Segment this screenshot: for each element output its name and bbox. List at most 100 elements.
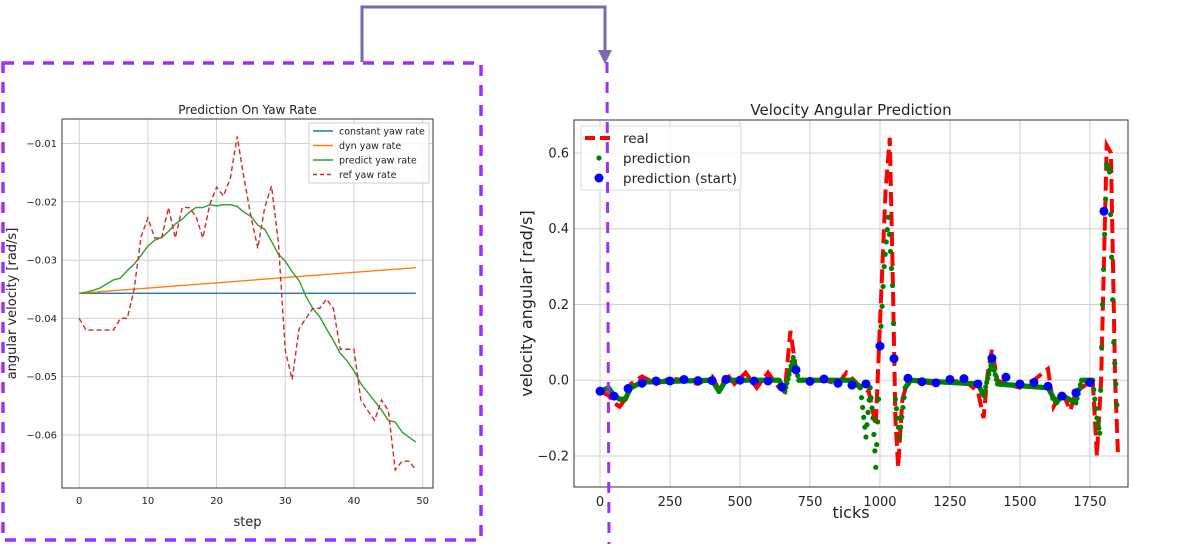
- chart-1: 0 250 500 750 1000 1250 1500 1750 −0.2 0.0 0.2 0.4 0…: [517, 101, 1129, 522]
- series-prediction-point: [1098, 387, 1104, 393]
- y-tick-label: −0.2: [537, 449, 569, 464]
- series-prediction-point: [984, 379, 990, 386]
- series-prediction-start--point: [735, 375, 745, 385]
- x-axis-label: ticks: [832, 503, 869, 522]
- series-prediction-start--point: [917, 377, 927, 387]
- series-prediction-start--point: [1071, 388, 1081, 398]
- x-tick-label: 40: [348, 496, 361, 507]
- series-prediction-point: [1092, 396, 1098, 402]
- legend-label: real: [623, 131, 649, 147]
- series-prediction-start--point: [819, 374, 829, 384]
- series-prediction-start--point: [1057, 391, 1067, 401]
- series-prediction-point: [874, 441, 880, 448]
- series-prediction-start--point: [805, 376, 815, 386]
- series-prediction-point: [791, 359, 797, 365]
- series-prediction-start--point: [847, 380, 857, 390]
- legend-swatch: [594, 173, 604, 183]
- legend: real prediction prediction (start): [580, 125, 742, 191]
- x-tick-label: 20: [210, 496, 223, 507]
- series-prediction-start--point: [595, 386, 605, 396]
- series-prediction-point: [1103, 196, 1109, 202]
- series-prediction-point: [1112, 360, 1118, 366]
- series-prediction-start--point: [1099, 206, 1109, 216]
- series-prediction-point: [885, 214, 891, 220]
- series-prediction-point: [872, 448, 878, 454]
- plot-area: [595, 137, 1120, 470]
- series-prediction-start--point: [609, 391, 619, 401]
- series-prediction-point: [991, 367, 997, 373]
- series-prediction-point: [893, 406, 900, 412]
- series-prediction-start--point: [763, 376, 773, 386]
- series-prediction-start--point: [693, 376, 703, 386]
- series-prediction-start--point: [945, 374, 955, 384]
- series-prediction-point: [1098, 344, 1105, 350]
- series-prediction-point: [880, 283, 886, 290]
- series-prediction-point: [884, 227, 890, 233]
- series-prediction-point: [1073, 400, 1079, 406]
- x-tick-label: 10: [142, 496, 155, 507]
- series-prediction-point: [990, 363, 996, 369]
- series-prediction-point: [1093, 406, 1099, 412]
- x-tick-label: 1500: [1003, 495, 1036, 510]
- series-prediction-point: [899, 414, 905, 420]
- series-prediction-start--point: [889, 354, 899, 364]
- series-prediction-point: [993, 376, 1000, 383]
- y-axis-label: angular velocity [rad/s]: [5, 228, 20, 380]
- series-prediction-point: [865, 409, 871, 415]
- series-prediction-start--point: [931, 378, 941, 388]
- series-prediction-point: [982, 388, 988, 394]
- x-tick-label: 50: [416, 496, 429, 507]
- y-tick-label: −0.02: [26, 197, 57, 208]
- series-prediction-start--point: [875, 341, 885, 351]
- series-prediction-point: [1107, 211, 1114, 218]
- series-prediction-point: [873, 464, 879, 470]
- series-prediction-start--point: [1029, 377, 1039, 387]
- series-prediction-start--point: [721, 374, 731, 384]
- x-tick-label: 1750: [1073, 495, 1106, 510]
- legend-swatch: [596, 155, 602, 161]
- legend-label: prediction (start): [623, 171, 737, 187]
- series-prediction-point: [878, 323, 884, 329]
- series-prediction-point: [882, 251, 888, 257]
- axes-frame: [573, 119, 1129, 488]
- series-prediction-point: [790, 354, 796, 361]
- series-dyn-yaw-rate-line: [79, 266, 416, 294]
- y-tick-label: −0.06: [26, 430, 57, 441]
- series-prediction-start--point: [623, 384, 633, 394]
- series-prediction-start--point: [1085, 377, 1095, 387]
- y-axis-label: velocity angular [rad/s]: [517, 210, 536, 397]
- series-prediction-point: [881, 263, 887, 270]
- series-prediction-start--point: [987, 353, 997, 363]
- x-tick-label: 1250: [933, 495, 966, 510]
- series-prediction-point: [985, 375, 991, 381]
- series-prediction-point: [1095, 420, 1101, 426]
- series-predict-yaw-rate-line: [79, 203, 417, 443]
- series-prediction-point: [1094, 415, 1100, 421]
- y-tick-label: −0.05: [26, 372, 57, 383]
- series-prediction-point: [1077, 382, 1084, 388]
- series-prediction-point: [900, 404, 906, 411]
- series-prediction-point: [863, 434, 869, 440]
- chart-0: 0 10 20 30 40 50 −0.01 −0.02 −0.03 −0.04 −0.05 −0.0…: [5, 103, 434, 530]
- series-prediction-start--point: [777, 382, 787, 392]
- legend-label: dyn yaw rate: [339, 141, 401, 152]
- series-prediction-point: [787, 367, 793, 373]
- series-prediction-point: [1097, 430, 1103, 436]
- series-prediction-start--point: [1043, 381, 1053, 391]
- series-prediction-point: [894, 415, 901, 421]
- series-prediction-point: [1091, 387, 1097, 393]
- series-prediction-point: [858, 395, 865, 401]
- series-prediction-start--point: [749, 376, 759, 386]
- series-prediction-start--point: [903, 373, 913, 383]
- series-prediction-point: [986, 371, 992, 377]
- series-prediction-point: [1113, 381, 1119, 387]
- series-prediction-point: [864, 422, 870, 428]
- series-prediction-point: [888, 265, 895, 272]
- arrowhead-icon: [598, 50, 612, 64]
- series-prediction-point: [871, 431, 877, 438]
- series-prediction-point: [785, 376, 791, 382]
- series-prediction-point: [992, 372, 998, 378]
- series-prediction-point: [875, 396, 882, 402]
- series-prediction-point: [1109, 254, 1115, 260]
- series-prediction-start--point: [1001, 372, 1011, 382]
